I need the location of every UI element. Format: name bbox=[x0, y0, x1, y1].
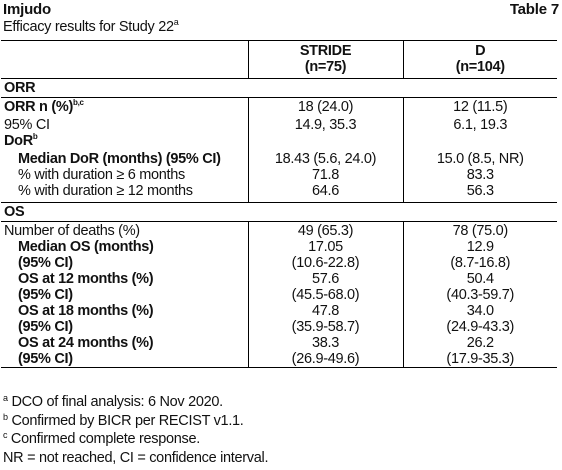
footnote-text: Confirmed complete response. bbox=[7, 431, 200, 447]
row-label: ORR n (%)b,c bbox=[4, 98, 84, 115]
footnote: NR = not reached, CI = confidence interv… bbox=[3, 450, 268, 468]
cell-stride: 64.6 bbox=[247, 183, 403, 199]
cell-d: (17.9-35.3) bbox=[402, 351, 557, 368]
footnote-text: Confirmed by BICR per RECIST v1.1. bbox=[7, 412, 244, 429]
section-os-row: OS bbox=[1, 201, 557, 222]
cell-d: 83.3 bbox=[402, 167, 557, 183]
cell-stride: 14.9, 35.3 bbox=[247, 117, 403, 133]
column-name: D bbox=[475, 43, 486, 59]
row-label: % with duration ≥ 6 months bbox=[18, 167, 185, 183]
footnote-text: NR = not reached, CI = confidence interv… bbox=[3, 449, 269, 466]
cell-d: (24.9-43.3) bbox=[402, 319, 557, 335]
row-label: 95% CI bbox=[4, 117, 50, 133]
column-n: (n=104) bbox=[455, 59, 505, 75]
cell-stride: (35.9-58.7) bbox=[247, 319, 403, 335]
cell-stride: 18 (24.0) bbox=[247, 99, 403, 117]
row-label: Number of deaths (%) bbox=[4, 223, 140, 239]
row-label: Median OS (months) bbox=[18, 239, 154, 255]
table-row: OS at 18 months (%) 47.8 34.0 bbox=[1, 303, 557, 319]
brand-name: Imjudo bbox=[3, 1, 51, 18]
cell-stride: 49 (65.3) bbox=[247, 223, 403, 239]
footnote-text: DCO of final analysis: 6 Nov 2020. bbox=[7, 394, 223, 410]
footnote-mark: c bbox=[3, 430, 8, 440]
footnote-mark: b bbox=[3, 411, 8, 422]
table-row: % with duration ≥ 12 months 64.6 56.3 bbox=[1, 183, 557, 199]
row-label: (95% CI) bbox=[18, 319, 73, 335]
row-label: DoRb bbox=[4, 132, 38, 149]
cell-stride: (26.9-49.6) bbox=[247, 351, 403, 368]
cell-d: 50.4 bbox=[402, 271, 557, 287]
section-orr-row: ORR bbox=[1, 77, 557, 98]
table-row: DoRb bbox=[1, 132, 557, 151]
table-row: Number of deaths (%) 49 (65.3) 78 (75.0) bbox=[1, 223, 557, 239]
table-row: (95% CI) (26.9-49.6) (17.9-35.3) bbox=[1, 351, 557, 368]
footnotes: a DCO of final analysis: 6 Nov 2020. b C… bbox=[3, 393, 268, 468]
row-label: OS at 12 months (%) bbox=[18, 271, 154, 287]
cell-d: 78 (75.0) bbox=[402, 223, 557, 239]
table-row: (95% CI) (35.9-58.7) (24.9-43.3) bbox=[1, 319, 557, 335]
row-label: (95% CI) bbox=[1, 351, 248, 368]
column-header-row: STRIDE (n=75) D (n=104) bbox=[1, 40, 557, 75]
row-label: OS at 18 months (%) bbox=[18, 303, 154, 319]
row-label: OS at 24 months (%) bbox=[18, 335, 154, 351]
column-header-stride: STRIDE (n=75) bbox=[247, 40, 403, 75]
column-n: (n=75) bbox=[304, 59, 347, 75]
cell-d: 56.3 bbox=[402, 183, 557, 199]
cell-stride: 17.05 bbox=[247, 239, 403, 255]
section-heading: ORR bbox=[1, 77, 557, 98]
table-row: (95% CI) (45.5-68.0) (40.3-59.7) bbox=[1, 287, 557, 303]
cell-stride: 71.8 bbox=[247, 167, 403, 183]
cell-d: (8.7-16.8) bbox=[402, 255, 557, 271]
footnote-mark: b,c bbox=[73, 98, 84, 107]
table-row: ORR n (%)b,c 18 (24.0) 12 (11.5) bbox=[1, 98, 557, 117]
cell-stride: (45.5-68.0) bbox=[247, 287, 403, 303]
table-row: Median DoR (months) (95% CI) 18.43 (5.6,… bbox=[1, 151, 557, 167]
efficacy-table: STRIDE (n=75) D (n=104) ORR ORR n (%)b,c… bbox=[1, 40, 557, 368]
table-row: Median OS (months) 17.05 12.9 bbox=[1, 239, 557, 255]
cell-d: 34.0 bbox=[402, 303, 557, 319]
footnote: b Confirmed by BICR per RECIST v1.1. bbox=[3, 411, 268, 432]
cell-d: (40.3-59.7) bbox=[402, 287, 557, 303]
footnote: a DCO of final analysis: 6 Nov 2020. bbox=[3, 393, 268, 413]
cell-stride: 47.8 bbox=[247, 303, 403, 319]
cell-d: 15.0 (8.5, NR) bbox=[402, 151, 557, 167]
section-heading: OS bbox=[1, 201, 557, 222]
table-row: OS at 12 months (%) 57.6 50.4 bbox=[1, 271, 557, 287]
row-label: (95% CI) bbox=[18, 255, 73, 271]
footnote-mark: a bbox=[3, 393, 8, 403]
table-row: OS at 24 months (%) 38.3 26.2 bbox=[1, 335, 557, 351]
cell-stride: 38.3 bbox=[247, 335, 403, 351]
column-header-d: D (n=104) bbox=[402, 40, 557, 75]
footnote: c Confirmed complete response. bbox=[3, 430, 268, 450]
cell-stride: 57.6 bbox=[247, 271, 403, 287]
cell-d: 26.2 bbox=[402, 335, 557, 351]
table-row: (95% CI) (10.6-22.8) (8.7-16.8) bbox=[1, 255, 557, 271]
row-label: (95% CI) bbox=[18, 287, 73, 303]
table-label: Table 7 bbox=[509, 1, 559, 18]
column-name: STRIDE bbox=[299, 43, 352, 59]
subtitle-text: Efficacy results for Study 22 bbox=[3, 19, 174, 35]
footnote-mark: b bbox=[32, 132, 38, 141]
cell-stride: (10.6-22.8) bbox=[247, 255, 403, 271]
subtitle-footnote-mark: a bbox=[173, 17, 179, 27]
row-label: % with duration ≥ 12 months bbox=[18, 183, 193, 199]
table-row: 95% CI 14.9, 35.3 6.1, 19.3 bbox=[1, 117, 557, 133]
table-subtitle: Efficacy results for Study 22a bbox=[3, 17, 179, 35]
page-header: Imjudo Table 7 bbox=[3, 1, 559, 21]
row-label: Median DoR (months) (95% CI) bbox=[18, 151, 221, 167]
cell-d: 12.9 bbox=[402, 239, 557, 255]
table-row: % with duration ≥ 6 months 71.8 83.3 bbox=[1, 167, 557, 183]
cell-d: 12 (11.5) bbox=[402, 99, 557, 117]
cell-stride: 18.43 (5.6, 24.0) bbox=[247, 151, 403, 167]
cell-d: 6.1, 19.3 bbox=[402, 117, 557, 133]
